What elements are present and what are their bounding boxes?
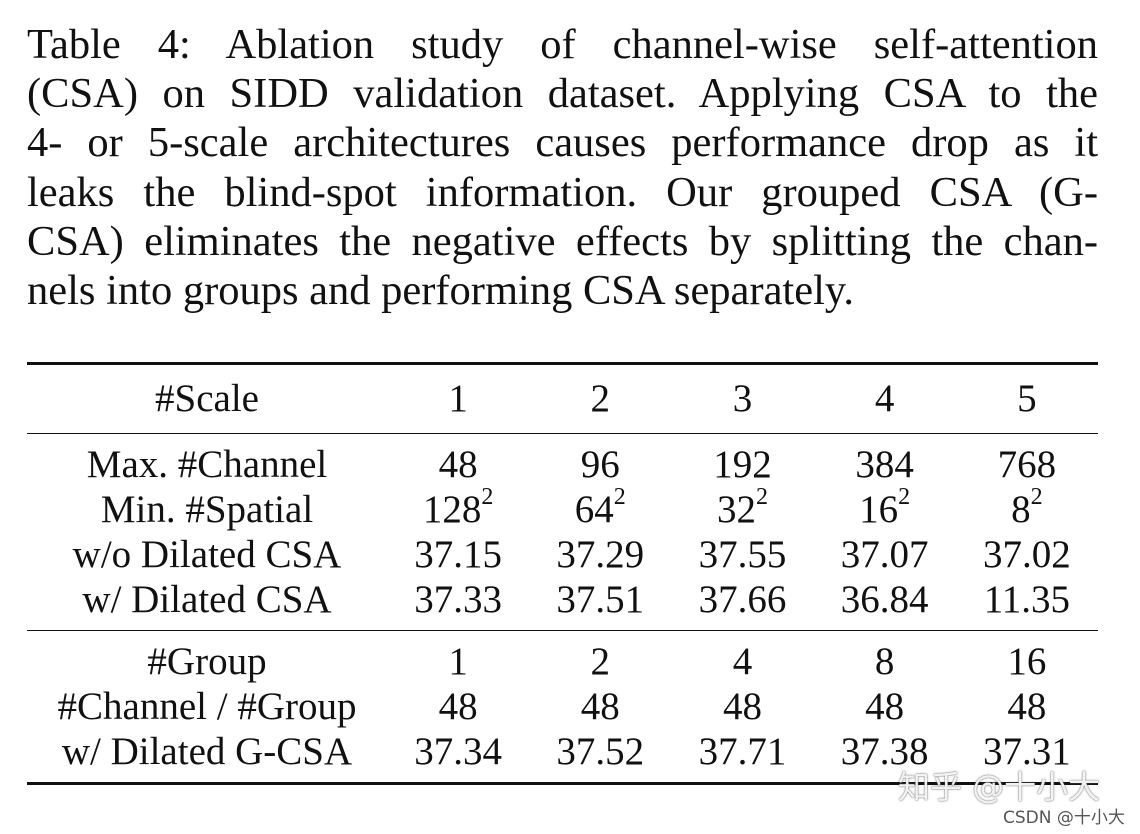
- table-cell: 768: [955, 433, 1098, 487]
- caption-line: (CSA) on SIDD validation dataset. Applyi…: [27, 70, 1098, 118]
- caption-line: Table 4: Ablation study of channel-wise …: [27, 21, 1098, 68]
- table-cell: 37.52: [529, 729, 672, 785]
- row-label: #Channel / #Group: [57, 685, 357, 728]
- zhihu-watermark: 知乎 @十小大: [898, 768, 1101, 806]
- spatial-exponent: 2: [898, 484, 911, 510]
- table-cell: 48: [580, 685, 620, 728]
- table-cell: 48: [387, 433, 530, 487]
- row-label: Min. #Spatial: [100, 488, 314, 531]
- table-cell: 48: [865, 685, 905, 728]
- row-label: Max. #Channel: [27, 433, 388, 487]
- table-cell: 37.38: [813, 729, 956, 785]
- spatial-exponent: 2: [755, 484, 768, 510]
- row-label: w/ Dilated G-CSA: [27, 729, 388, 785]
- table-cell: 37.34: [387, 729, 530, 785]
- row-label: w/ Dilated CSA: [82, 578, 332, 621]
- spatial-base: 32: [716, 488, 756, 531]
- table-row-wo-dilated-csa: w/o Dilated CSA 37.15 37.29 37.55 37.07 …: [27, 532, 1098, 577]
- header-cell: 4: [813, 362, 956, 434]
- table-cell: 2: [529, 630, 672, 684]
- table-cell: 192: [671, 433, 814, 487]
- table-cell: 37.31: [955, 729, 1098, 785]
- table-cell: 37.02: [983, 533, 1071, 576]
- table-cell: 11.35: [983, 578, 1071, 621]
- spatial-base: 8: [1011, 488, 1031, 531]
- spatial-exponent: 2: [1030, 484, 1043, 510]
- spatial-exponent: 2: [481, 484, 494, 510]
- table-cell: 37.71: [671, 729, 814, 785]
- header-cell: 3: [671, 362, 814, 434]
- table-row-min-spatial: Min. #Spatial 1282 642 322 162 82: [27, 484, 1098, 532]
- table-cell: 16: [955, 630, 1098, 684]
- caption-line: CSA) eliminates the negative effects by …: [27, 217, 1098, 265]
- table-cell: 37.51: [556, 578, 645, 621]
- table-cell: 37.33: [414, 578, 502, 621]
- table-row-group: #Group 1 2 4 8 16: [27, 630, 1098, 684]
- spatial-base: 64: [574, 488, 614, 531]
- header-label: #Scale: [27, 362, 388, 434]
- table-cell: 36.84: [840, 578, 929, 621]
- caption-line: 4- or 5-scale architectures causes perfo…: [27, 119, 1098, 167]
- row-label: w/o Dilated CSA: [72, 533, 342, 576]
- csdn-watermark: CSDN @十小大: [1003, 808, 1125, 828]
- table-cell: 37.55: [698, 533, 787, 576]
- spatial-base: 16: [859, 488, 899, 531]
- table-cell: 322: [671, 484, 813, 532]
- table-caption: Table 4: Ablation study of channel-wise …: [27, 20, 1098, 315]
- spatial-base: 128: [422, 488, 482, 531]
- ablation-table: #Scale 1 2 3 4 5 Max. #Channel 48 96 192…: [27, 362, 1098, 785]
- table-cell: 162: [814, 484, 956, 532]
- table-row-w-dilated-csa: w/ Dilated CSA 37.33 37.51 37.66 36.84 1…: [27, 577, 1098, 631]
- table-cell: 48: [722, 685, 762, 728]
- table-cell: 37.15: [414, 533, 502, 576]
- table-cell: 48: [438, 685, 478, 728]
- table-cell: 384: [813, 433, 956, 487]
- table-cell: 37.66: [698, 578, 787, 621]
- table-header-row: #Scale 1 2 3 4 5: [27, 362, 1098, 434]
- spatial-exponent: 2: [613, 484, 626, 510]
- table-row-channel-per-group: #Channel / #Group 48 48 48 48 48: [27, 684, 1098, 729]
- table-cell: 1282: [387, 484, 529, 532]
- table-cell: 1: [387, 630, 530, 684]
- header-cell: 1: [387, 362, 530, 434]
- header-cell: 2: [529, 362, 672, 434]
- table-cell: 82: [956, 484, 1098, 532]
- table-cell: 8: [813, 630, 956, 684]
- table-cell: 642: [529, 484, 671, 532]
- table-cell: 4: [671, 630, 814, 684]
- table-row-max-channel: Max. #Channel 48 96 192 384 768: [27, 433, 1098, 487]
- table-cell: 37.29: [556, 533, 645, 576]
- header-cell: 5: [955, 362, 1098, 434]
- row-label: #Group: [27, 630, 388, 684]
- caption-line: nels into groups and performing CSA sepa…: [27, 266, 855, 314]
- table-cell: 96: [529, 433, 672, 487]
- table-row-w-dilated-gcsa: w/ Dilated G-CSA 37.34 37.52 37.71 37.38…: [27, 729, 1098, 785]
- caption-line: leaks the blind-spot information. Our gr…: [27, 168, 1098, 216]
- table-cell: 48: [1007, 685, 1047, 728]
- table-cell: 37.07: [840, 533, 929, 576]
